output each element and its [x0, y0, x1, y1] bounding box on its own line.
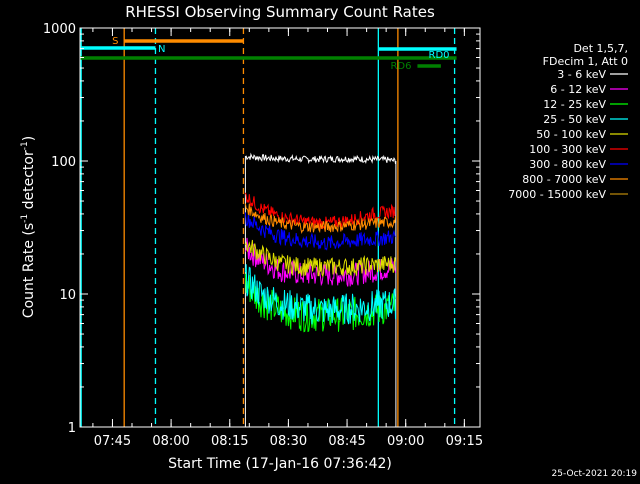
x-tick-label: 08:45 [328, 434, 365, 449]
legend-label: 300 - 800 keV [529, 158, 606, 171]
flag-label: RD6 [390, 61, 411, 72]
x-tick-label: 07:45 [94, 434, 131, 449]
series-line [244, 239, 396, 278]
flag-label: RD0 [429, 50, 450, 61]
y-tick-label: 10 [59, 288, 76, 303]
legend-label: 100 - 300 keV [529, 143, 606, 156]
y-axis-label: Count Rate (s-1 detector-1) [20, 136, 37, 318]
series-line [244, 203, 396, 234]
chart-title: RHESSI Observing Summary Count Rates [125, 3, 435, 21]
legend-label: 25 - 50 keV [543, 113, 606, 126]
series-line [244, 212, 396, 251]
x-tick-label: 08:15 [211, 434, 248, 449]
series-line [244, 152, 397, 427]
y-tick-label: 1 [68, 421, 76, 436]
x-axis-label: Start Time (17-Jan-16 07:36:42) [168, 456, 392, 472]
plot-frame [79, 27, 481, 428]
flag-label: S [112, 36, 118, 47]
legend-header: Det 1,5,7, [573, 42, 628, 55]
legend-header: FDecim 1, Att 0 [543, 55, 628, 68]
legend-label: 50 - 100 keV [536, 128, 606, 141]
legend-label: 7000 - 15000 keV [508, 188, 606, 201]
legend-label: 800 - 7000 keV [522, 173, 606, 186]
x-tick-label: 09:00 [387, 434, 424, 449]
legend-label: 3 - 6 keV [557, 68, 606, 81]
legend-label: 6 - 12 keV [550, 83, 606, 96]
y-tick-label: 1000 [43, 22, 76, 37]
x-tick-label: 08:00 [152, 434, 189, 449]
axes: 07:45 08:00 08:15 08:30 08:45 09:00 09:15 1 10 10… [43, 22, 483, 449]
x-tick-label: 09:15 [446, 434, 483, 449]
plot-content: SNRD6RD6RD0 [80, 28, 457, 427]
legend: Det 1,5,7,FDecim 1, Att 03 - 6 keV 6 - 12… [508, 42, 628, 201]
x-tick-label: 08:30 [270, 434, 307, 449]
legend-label: 12 - 25 keV [543, 98, 606, 111]
series-line [244, 264, 396, 325]
flag-label: N [158, 44, 165, 55]
series-line [244, 237, 396, 287]
generation-date: 25-Oct-2021 20:19 [552, 469, 638, 479]
y-tick-label: 100 [51, 155, 76, 170]
